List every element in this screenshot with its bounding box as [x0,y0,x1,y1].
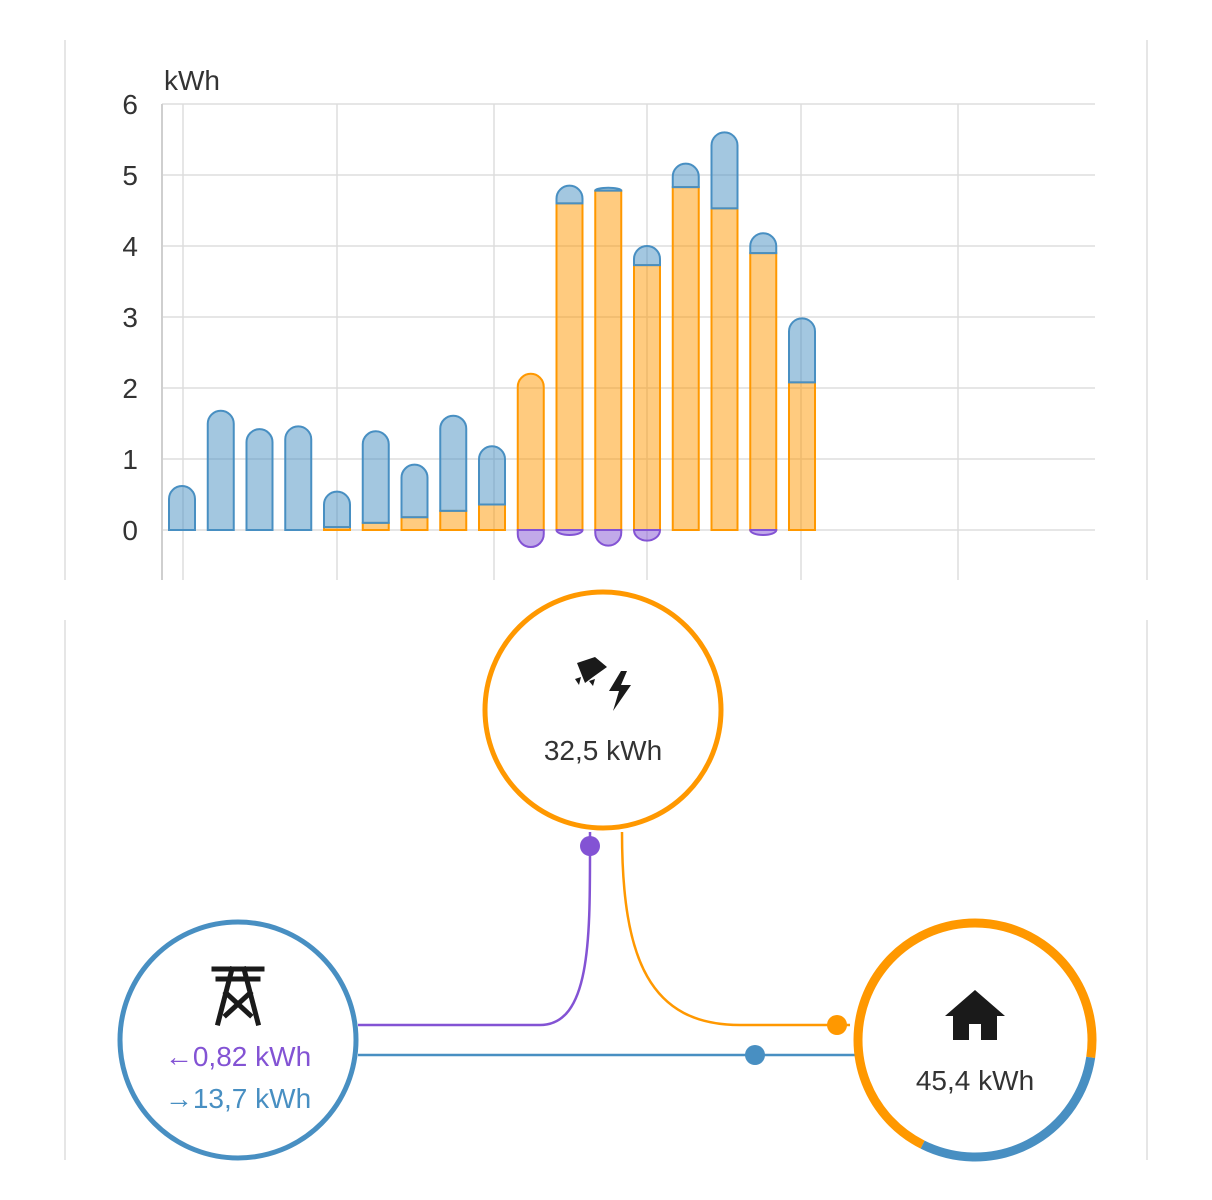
grid-node[interactable]: ←0,82 kWh →13,7 kWh [117,919,359,1161]
bar-grid-segment [206,409,235,531]
flow-dot-solar-grid [580,836,600,856]
solar-node-ring [482,589,724,831]
bar-grid-segment [245,428,274,531]
bar-solar-segment [400,516,429,531]
bar-solar-segment [478,503,506,531]
bar-export-segment [749,529,778,536]
bar-solar-segment [439,509,468,531]
energy-bar-chart: 0 1 2 3 4 5 6 kWh [122,65,1095,580]
grid-import-value: ←0,82 kWh [165,1041,311,1072]
bar-grid-segment [710,131,739,210]
bar-grid-segment [323,490,351,529]
y-tick-label: 6 [122,89,138,120]
bar-grid-segment [671,162,700,189]
bar-solar-segment [633,264,661,531]
bar-grid-segment [633,245,661,267]
home-node[interactable]: 45,4 kWh [853,918,1097,1162]
bar-solar-segment [594,189,623,531]
flow-line-solar-grid [358,832,592,1027]
flow-dot-grid-home [745,1045,765,1065]
bar-solar-segment [788,381,816,531]
home-ring-grid-segment [920,1056,1096,1162]
bar-solar-segment [749,252,778,531]
y-tick-label: 2 [122,373,138,404]
bar-solar-segment [710,207,739,531]
bar-grid-segment [168,484,196,531]
y-tick-label: 5 [122,160,138,191]
solar-node[interactable]: 32,5 kWh [482,589,724,831]
y-tick-label: 0 [122,515,138,546]
y-tick-label: 4 [122,231,138,262]
card-right-edge [1146,40,1148,580]
bar-solar-segment [671,186,700,531]
bar-solar-segment [361,521,390,531]
home-value: 45,4 kWh [916,1065,1034,1096]
solar-value: 32,5 kWh [544,735,662,766]
energy-distribution-card: 32,5 kWh ←0,82 kWh →13,7 kWh 45 [40,589,1172,1162]
energy-chart-card: 0 1 2 3 4 5 6 kWh [40,40,1172,580]
bar-grid-segment [594,186,623,192]
bar-export-segment [632,529,662,542]
bar-grid-segment [749,232,778,255]
bar-export-segment [516,529,545,549]
grid-export-value: →13,7 kWh [165,1083,311,1114]
bar-grid-segment [439,414,468,512]
bar-grid-segment [284,425,313,531]
grid-node-ring [117,919,359,1161]
home-icon [945,990,1005,1040]
energy-flow-diagram: 32,5 kWh ←0,82 kWh →13,7 kWh 45 [117,589,1097,1162]
flow-dot-solar-home [827,1015,847,1035]
y-tick-label: 3 [122,302,138,333]
bar-export-segment [594,529,623,547]
bar-export-segment [555,529,584,536]
bar-grid-segment [555,184,584,205]
bar-grid-segment [400,463,429,519]
chart-bars [168,131,816,549]
chart-tick-labels: 0 1 2 3 4 5 6 [122,89,138,546]
card-left-edge [64,40,66,580]
bar-grid-segment [478,445,506,506]
home-ring-solar-segment [853,918,1097,1149]
y-tick-label: 1 [122,444,138,475]
bar-grid-segment [788,317,816,384]
flow-line-solar-home [620,831,850,1027]
y-axis-unit-label: kWh [164,65,220,96]
transmission-tower-icon [211,965,265,1027]
card-left-edge [64,620,66,1160]
bar-solar-segment [555,202,584,531]
card-right-edge [1146,620,1148,1160]
bar-grid-segment [361,430,390,524]
solar-power-icon [575,657,631,711]
bar-solar-segment [516,372,545,531]
